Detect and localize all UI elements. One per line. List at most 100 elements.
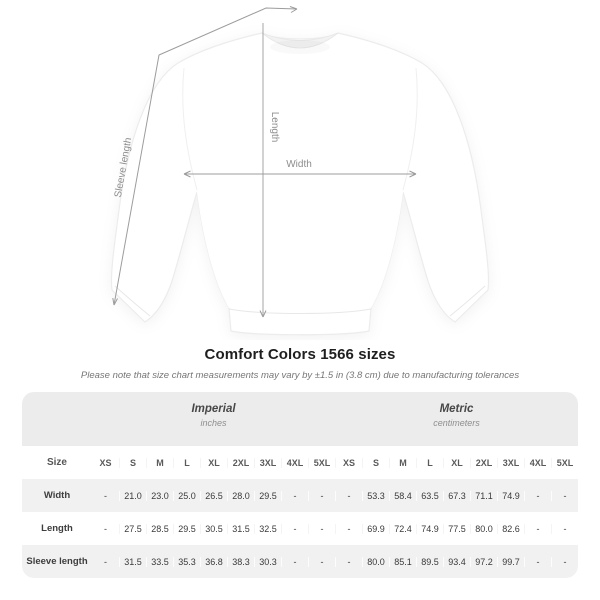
sleeve-imperial-3xl: 30.3 [254, 556, 281, 567]
sleeve-metric-m: 85.1 [389, 556, 416, 567]
width-imperial-3xl: 29.5 [254, 490, 281, 501]
width-metric-xs: - [335, 490, 362, 501]
size-col-metric-l: L [416, 457, 443, 468]
width-metric-2xl: 71.1 [470, 490, 497, 501]
sleeve-imperial-4xl: - [281, 556, 308, 567]
row-label-sleeve-length: Sleeve length [26, 556, 88, 567]
sleeve-metric-5xl: - [551, 556, 578, 567]
width-imperial-2xl: 28.0 [227, 490, 254, 501]
size-col-metric-m: M [389, 457, 416, 468]
sweatshirt-diagram-svg: Width Length Sleeve length [110, 6, 490, 336]
unit-header-band: Imperial inches Metric centimeters [22, 392, 578, 446]
metric-sublabel: centimeters [433, 418, 480, 428]
size-col-imperial-4xl: 4XL [281, 457, 308, 468]
sweatshirt-illustration [110, 32, 490, 336]
sleeve-imperial-2xl: 38.3 [227, 556, 254, 567]
unit-header-spacer [22, 392, 92, 446]
width-metric-l: 63.5 [416, 490, 443, 501]
width-imperial-xl: 26.5 [200, 490, 227, 501]
width-imperial-5xl: - [308, 490, 335, 501]
sleeve-imperial-xl: 36.8 [200, 556, 227, 567]
length-metric-xs: - [335, 523, 362, 534]
length-metric-2xl: 80.0 [470, 523, 497, 534]
sleeve-imperial-xs: - [104, 556, 107, 567]
page-title: Comfort Colors 1566 sizes [204, 346, 396, 363]
size-col-metric-4xl: 4XL [524, 457, 551, 468]
table-row-sleeve-length: Sleeve length - 31.5 33.5 35.3 36.8 38.3… [22, 545, 578, 578]
length-metric-5xl: - [551, 523, 578, 534]
sleeve-metric-2xl: 97.2 [470, 556, 497, 567]
table-row-length: Length - 27.5 28.5 29.5 30.5 31.5 32.5 -… [22, 512, 578, 545]
length-imperial-xs: - [104, 523, 107, 534]
collar [261, 32, 339, 49]
size-col-metric-3xl: 3XL [497, 457, 524, 468]
width-imperial-4xl: - [281, 490, 308, 501]
width-metric-m: 58.4 [389, 490, 416, 501]
sleeve-metric-4xl: - [524, 556, 551, 567]
length-metric-3xl: 82.6 [497, 523, 524, 534]
size-chart-table: Imperial inches Metric centimeters Size … [22, 392, 578, 578]
row-label-width: Width [43, 490, 71, 501]
width-metric-xl: 67.3 [443, 490, 470, 501]
width-metric-5xl: - [551, 490, 578, 501]
unit-group-metric: Metric centimeters [335, 392, 578, 446]
sleeve-metric-3xl: 99.7 [497, 556, 524, 567]
size-col-metric-5xl: 5XL [551, 457, 578, 468]
size-col-imperial-2xl: 2XL [227, 457, 254, 468]
sleeve-imperial-l: 35.3 [173, 556, 200, 567]
length-imperial-4xl: - [281, 523, 308, 534]
sleeve-metric-xs: - [335, 556, 362, 567]
size-col-imperial-xl: XL [200, 457, 227, 468]
size-col-metric-xl: XL [443, 457, 470, 468]
length-imperial-m: 28.5 [146, 523, 173, 534]
width-imperial-s: 21.0 [119, 490, 146, 501]
sleeve-metric-s: 80.0 [362, 556, 389, 567]
width-imperial-l: 25.0 [173, 490, 200, 501]
size-col-metric-2xl: 2XL [470, 457, 497, 468]
length-metric-l: 74.9 [416, 523, 443, 534]
width-metric-s: 53.3 [362, 490, 389, 501]
sleeve-length-arrow [112, 6, 298, 306]
size-col-imperial-3xl: 3XL [254, 457, 281, 468]
table-row-width: Width - 21.0 23.0 25.0 26.5 28.0 29.5 - … [22, 479, 578, 512]
length-arrow [259, 23, 267, 318]
metric-label: Metric [439, 403, 474, 415]
size-header-row: Size XS S M L XL 2XL 3XL 4XL 5XL XS S M … [22, 446, 578, 479]
width-label: Width [286, 159, 312, 170]
length-metric-m: 72.4 [389, 523, 416, 534]
imperial-sublabel: inches [200, 418, 227, 428]
length-imperial-2xl: 31.5 [227, 523, 254, 534]
width-metric-4xl: - [524, 490, 551, 501]
width-imperial-m: 23.0 [146, 490, 173, 501]
tolerance-note: Please note that size chart measurements… [80, 370, 520, 381]
length-imperial-s: 27.5 [119, 523, 146, 534]
length-label: Length [269, 112, 280, 143]
size-header-label: Size [46, 457, 67, 468]
width-arrow [183, 170, 417, 178]
length-metric-xl: 77.5 [443, 523, 470, 534]
length-metric-4xl: - [524, 523, 551, 534]
sleeve-imperial-5xl: - [308, 556, 335, 567]
sleeve-imperial-m: 33.5 [146, 556, 173, 567]
length-imperial-3xl: 32.5 [254, 523, 281, 534]
size-col-imperial-m: M [146, 457, 173, 468]
size-col-metric-xs: XS [335, 457, 362, 468]
length-imperial-5xl: - [308, 523, 335, 534]
width-metric-3xl: 74.9 [497, 490, 524, 501]
imperial-label: Imperial [191, 403, 236, 415]
length-metric-s: 69.9 [362, 523, 389, 534]
size-col-imperial-xs: XS [99, 457, 112, 468]
size-diagram: Width Length Sleeve length [110, 6, 490, 336]
length-imperial-xl: 30.5 [200, 523, 227, 534]
sleeve-imperial-s: 31.5 [119, 556, 146, 567]
unit-group-imperial: Imperial inches [92, 392, 335, 446]
length-imperial-l: 29.5 [173, 523, 200, 534]
size-col-imperial-s: S [119, 457, 146, 468]
sleeve-metric-l: 89.5 [416, 556, 443, 567]
size-col-imperial-l: L [173, 457, 200, 468]
size-col-metric-s: S [362, 457, 389, 468]
sleeve-metric-xl: 93.4 [443, 556, 470, 567]
size-col-imperial-5xl: 5XL [308, 457, 335, 468]
row-label-length: Length [41, 523, 73, 534]
width-imperial-xs: - [104, 490, 107, 501]
